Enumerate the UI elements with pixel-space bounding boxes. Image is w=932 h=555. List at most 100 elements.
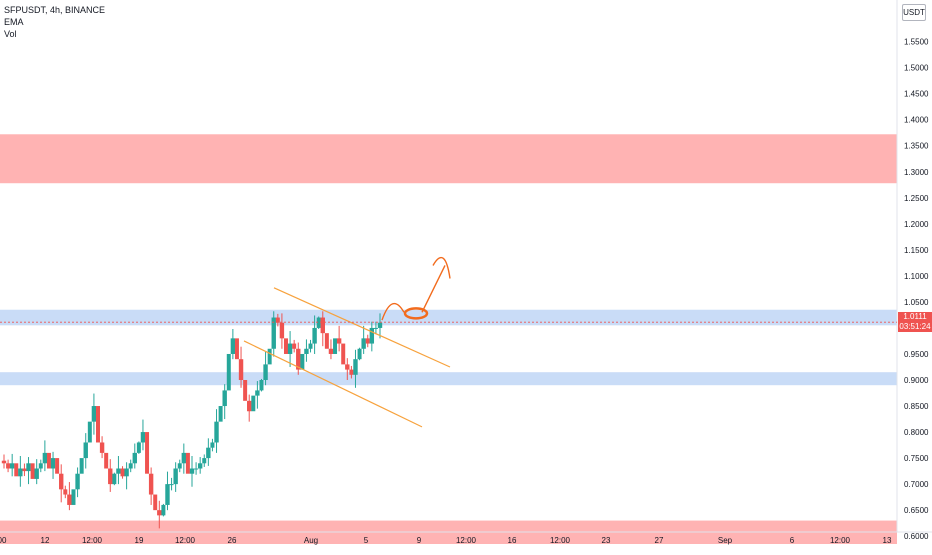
x-tick-label: Aug [304,536,318,545]
candle [6,463,11,469]
candle [9,463,15,469]
indicator-vol[interactable]: Vol [4,29,17,39]
x-tick-label: 12:00 [830,536,851,545]
candle [243,380,248,401]
projection-arrow-head [432,256,451,279]
candle [263,364,268,381]
y-tick-label: 1.4500 [904,90,929,99]
candle [304,348,309,354]
candle [67,494,72,505]
candle [22,468,27,472]
candle [369,327,375,344]
y-tick-label: 1.0500 [904,298,929,307]
y-tick-label: 0.6500 [904,506,929,515]
x-tick-label: 12:00 [456,536,477,545]
x-tick-label: 6 [790,536,795,545]
candle [120,468,125,477]
candle [112,473,117,485]
candle [357,348,362,360]
candle [336,338,342,344]
x-tick-label: 00 [0,536,7,545]
candle [157,510,162,516]
projection-arrow [421,265,446,313]
y-tick-label: 1.5000 [904,64,929,73]
y-tick-label: 0.9000 [904,376,929,385]
candle [255,390,260,396]
candle [128,463,133,469]
currency-button[interactable]: USDT [902,4,926,21]
candle [104,452,109,469]
candle [214,421,219,443]
x-tick-label: 13 [883,536,892,545]
candle [234,338,239,360]
y-tick-label: 0.7000 [904,480,929,489]
candle [279,322,285,339]
candle [140,432,146,443]
candle [189,468,195,474]
candle [153,494,158,511]
candle [210,442,215,448]
indicator-ema[interactable]: EMA [4,17,24,27]
x-tick-label: 12:00 [82,536,103,545]
candle [316,317,321,328]
candle [222,390,227,407]
candle [259,380,264,391]
candle [312,327,317,344]
candle [99,442,105,453]
y-tick-label: 1.4000 [904,116,929,125]
breakout-circle [403,307,429,320]
candle [341,343,346,365]
candle [287,343,293,354]
candle [226,353,231,391]
candle [55,458,60,474]
retest-curve [381,302,405,321]
candle [377,322,383,328]
x-tick-label: Sep [718,536,733,545]
candle [194,468,199,470]
candle [361,338,366,349]
candle [353,359,358,375]
candle [320,317,325,334]
candle [308,343,313,349]
support-zone-1 [0,309,897,326]
x-tick-label: 19 [135,536,144,545]
candle [145,432,150,474]
candle [108,468,113,485]
symbol-line[interactable]: SFPUSDT, 4h, BINANCE [4,5,106,15]
candle [247,400,252,412]
y-tick-label: 0.8500 [904,402,929,411]
y-tick-label: 1.5500 [904,38,929,47]
candle [292,343,297,349]
candle [284,338,288,354]
candle [300,353,305,370]
candle [230,338,236,354]
candle [206,447,211,459]
candle [91,406,97,422]
candle [136,442,141,453]
candle [238,359,244,381]
candle [71,489,76,505]
candle [1,460,7,464]
x-tick-label: 12 [41,536,50,545]
y-tick-label: 1.3500 [904,142,929,151]
candle [26,463,31,472]
candle [328,348,334,354]
x-tick-label: 9 [417,536,422,545]
candle [18,468,23,477]
candle [46,452,51,469]
channel-upper-line [273,287,451,368]
candle [324,333,329,349]
candle [59,473,64,490]
channel-lower-line [243,340,423,428]
x-tick-label: 12:00 [550,536,571,545]
y-tick-label: 0.6000 [904,532,929,541]
y-tick-label: 1.1500 [904,246,929,255]
y-tick-label: 0.8000 [904,428,929,437]
candle [161,504,166,516]
candle [124,468,129,477]
x-tick-label: 23 [602,536,611,545]
x-tick-label: 16 [508,536,517,545]
y-tick-label: 1.2000 [904,220,929,229]
